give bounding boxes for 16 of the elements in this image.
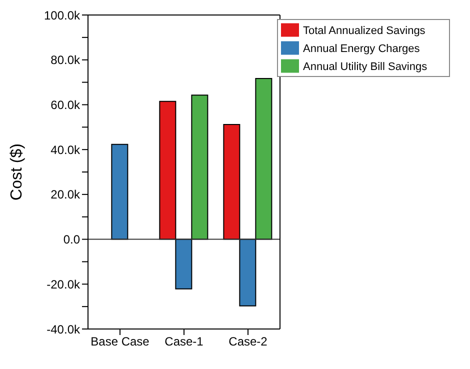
legend-label: Total Annualized Savings (303, 25, 426, 38)
x-tick-label: Base Case (90, 334, 150, 349)
legend-label: Annual Energy Charges (303, 43, 420, 56)
y-tick-label: 20.0k (50, 188, 81, 202)
y-tick-label: 60.0k (50, 98, 81, 112)
y-tick-label: -40.0k (46, 322, 81, 336)
y-tick-label: 0.0 (63, 232, 80, 247)
y-axis-title: Cost ($) (8, 144, 26, 200)
bar (111, 144, 128, 240)
y-tick-label: 40.0k (50, 142, 81, 157)
y-tick-label: 100.0k (44, 8, 81, 22)
y-tick-label: -20.0k (46, 277, 81, 292)
x-tick-label: Case-2 (228, 334, 268, 349)
legend-label: Annual Utility Bill Savings (303, 61, 428, 74)
x-tick-label: Case-1 (164, 334, 204, 349)
y-tick-label: 80.0k (50, 53, 81, 68)
